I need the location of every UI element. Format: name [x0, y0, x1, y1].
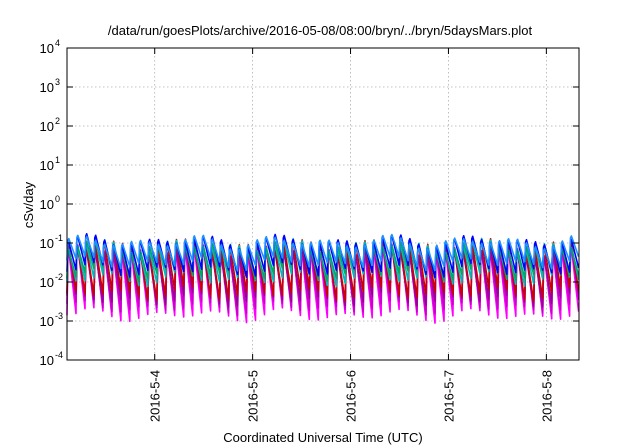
- y-tick-label-exponent: 1: [55, 155, 60, 165]
- y-tick-label: 10: [40, 197, 54, 212]
- y-tick-label: 10: [40, 158, 54, 173]
- y-tick-label: 10: [40, 41, 54, 56]
- x-axis-ticks: 2016-5-4 2016-5-5 2016-5-6 2016-5-7 2016-5-8: [148, 48, 554, 422]
- y-tick-label-exponent: 2: [55, 116, 60, 126]
- x-tick-label: 2016-5-5: [246, 370, 261, 422]
- y-tick-label: 10: [40, 275, 54, 290]
- y-tick-label-exponent: 0: [55, 194, 60, 204]
- x-axis-label: Coordinated Universal Time (UTC): [223, 430, 422, 445]
- series-line: [66, 233, 580, 272]
- y-tick-label: 10: [40, 353, 54, 368]
- y-tick-label-exponent: -4: [55, 350, 63, 360]
- y-tick-label-exponent: 3: [55, 77, 60, 87]
- y-tick-label: 10: [40, 119, 54, 134]
- x-tick-label: 2016-5-4: [148, 370, 163, 422]
- x-tick-label: 2016-5-6: [344, 370, 359, 422]
- x-tick-label: 2016-5-8: [539, 370, 554, 422]
- x-tick-label: 2016-5-7: [441, 370, 456, 422]
- grid-lines: [67, 48, 579, 360]
- y-tick-label: 10: [40, 80, 54, 95]
- y-tick-label-exponent: -3: [55, 311, 63, 321]
- chart-title: /data/run/goesPlots/archive/2016-05-08/0…: [108, 23, 533, 38]
- series-lines: [66, 233, 580, 324]
- y-tick-label: 10: [40, 236, 54, 251]
- y-tick-label-exponent: -2: [55, 272, 63, 282]
- y-tick-label: 10: [40, 314, 54, 329]
- y-tick-label-exponent: 4: [55, 38, 60, 48]
- y-tick-label-exponent: -1: [55, 233, 63, 243]
- y-axis-label: cSv/day: [21, 181, 36, 228]
